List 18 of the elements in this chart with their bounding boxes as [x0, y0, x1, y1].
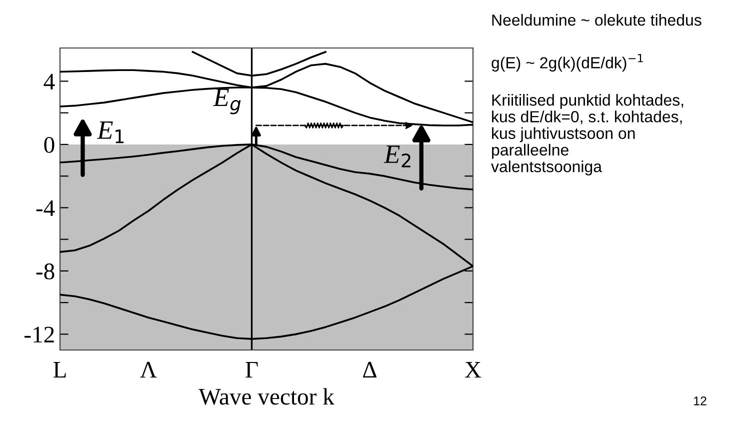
text: 12 — [694, 396, 706, 406]
x-axis-title: Wave vector k — [198, 388, 334, 405]
text: Neeldumine ~ olekute tihedus — [492, 14, 702, 26]
x-tick-label: L — [53, 362, 66, 378]
y-tick-label: -12 — [24, 326, 54, 342]
x-tick-label: Γ — [246, 362, 258, 378]
text: Kriitilised punktid kohtades, kus dE/dk=0, s.t. kohtades, kus juhtivustsoon on paralleelne valentstsooniga — [491, 94, 684, 176]
annotation: E$_{2}$ — [384, 146, 410, 168]
y-tick-label: 4 — [44, 74, 55, 90]
x-tick-label: Λ — [140, 362, 157, 378]
y-tick-label: -8 — [36, 263, 54, 280]
x-tick-label: X — [464, 362, 482, 378]
annotation: E$_{g}$ — [212, 88, 241, 114]
y-tick-label: 0 — [44, 136, 54, 153]
x-tick-label: Δ — [363, 362, 376, 378]
text: g(E) ~ 2g(k)(dE/dk)$^{−1}$ — [492, 54, 643, 72]
y-tick-label: -4 — [36, 200, 55, 216]
annotation: E$_{1}$ — [96, 121, 124, 144]
